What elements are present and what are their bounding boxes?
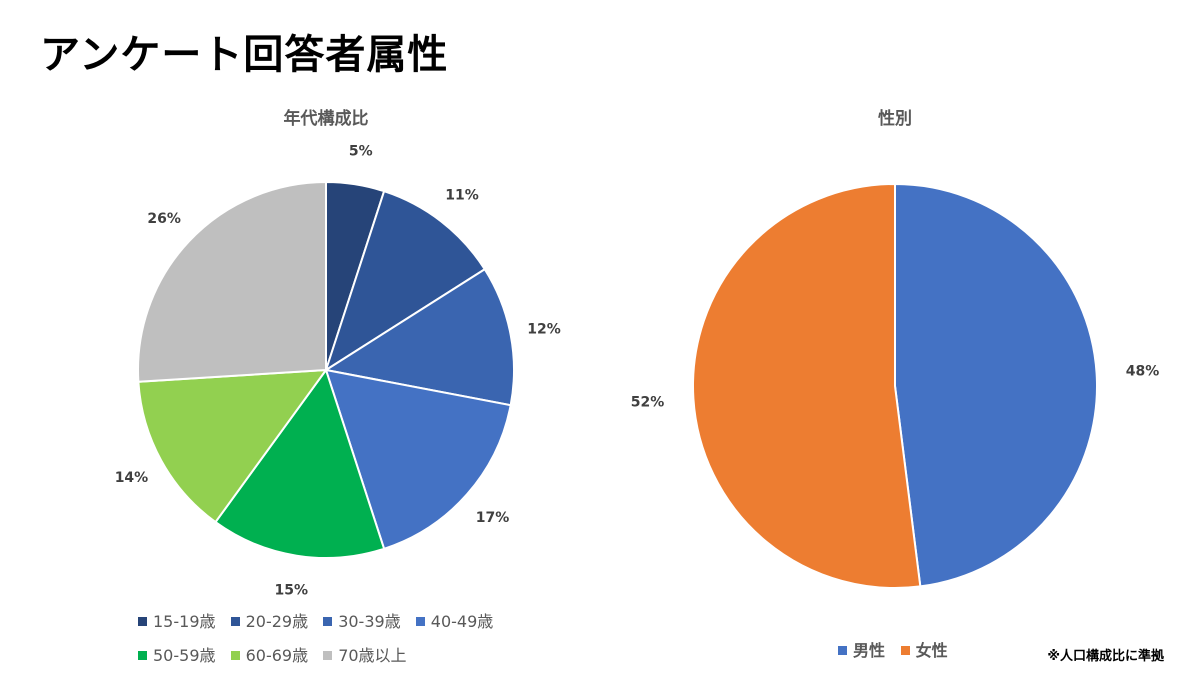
age-slice-3 <box>324 368 512 551</box>
legend-label: 40-49歳 <box>430 612 494 631</box>
gender-legend: 男性 女性 <box>838 637 958 661</box>
footnote: ※人口構成比に準拠 <box>1047 649 1164 664</box>
page-title: アンケート回答者属性 <box>40 32 449 78</box>
legend-item-60-69: 60-69歳 <box>230 639 309 673</box>
legend-label: 70歳以上 <box>338 646 407 665</box>
age-slice-4 <box>214 367 386 559</box>
legend-swatch <box>323 651 333 660</box>
legend-swatch <box>415 617 425 626</box>
legend-item-15-19: 15-19歳 <box>138 605 216 639</box>
legend-item-40-49: 40-49歳 <box>415 605 494 639</box>
legend-label: 60-69歳 <box>245 646 309 665</box>
age-data-label-1: 11% <box>445 188 479 204</box>
age-data-label-4: 15% <box>275 582 309 598</box>
gender-pie: 48% 52% <box>631 182 1160 589</box>
legend-swatch <box>323 617 333 626</box>
age-data-label-2: 12% <box>527 321 561 337</box>
age-data-label-3: 17% <box>476 510 510 526</box>
legend-item-male: 男性 <box>838 637 885 661</box>
age-slice-6 <box>137 180 327 383</box>
age-chart-title: 年代構成比 <box>283 109 369 129</box>
age-slice-2 <box>323 267 515 407</box>
legend-label: 30-39歳 <box>338 612 401 631</box>
gender-chart-title: 性別 <box>878 109 912 129</box>
age-slice-1 <box>324 189 487 373</box>
gender-slice-0 <box>894 182 1098 588</box>
age-legend: 15-19歳 20-29歳 30-39歳 40-49歳 50-59歳 60-69… <box>138 605 558 673</box>
legend-swatch <box>230 617 240 626</box>
legend-swatch <box>138 617 147 626</box>
age-data-label-6: 26% <box>147 211 181 227</box>
legend-swatch <box>138 651 147 660</box>
age-pie: 5% 11% 12% 17% 15% 14% 26% <box>115 144 561 599</box>
legend-label: 50-59歳 <box>153 646 216 665</box>
legend-swatch <box>230 651 240 660</box>
age-data-label-0: 5% <box>349 144 373 160</box>
legend-label: 女性 <box>915 641 948 660</box>
legend-swatch <box>900 646 910 655</box>
age-data-label-5: 14% <box>115 470 149 486</box>
legend-label: 男性 <box>853 641 886 660</box>
gender-data-label-0: 48% <box>1126 363 1160 379</box>
legend-item-70-plus: 70歳以上 <box>323 639 407 673</box>
legend-item-30-39: 30-39歳 <box>323 605 401 639</box>
legend-label: 15-19歳 <box>153 612 216 631</box>
legend-label: 20-29歳 <box>245 612 309 631</box>
age-slice-5 <box>137 368 329 524</box>
legend-item-20-29: 20-29歳 <box>230 605 309 639</box>
legend-item-50-59: 50-59歳 <box>138 639 216 673</box>
gender-data-label-1: 52% <box>631 395 665 411</box>
legend-item-female: 女性 <box>900 637 948 661</box>
legend-swatch <box>838 646 847 655</box>
gender-slice-1 <box>692 182 922 589</box>
